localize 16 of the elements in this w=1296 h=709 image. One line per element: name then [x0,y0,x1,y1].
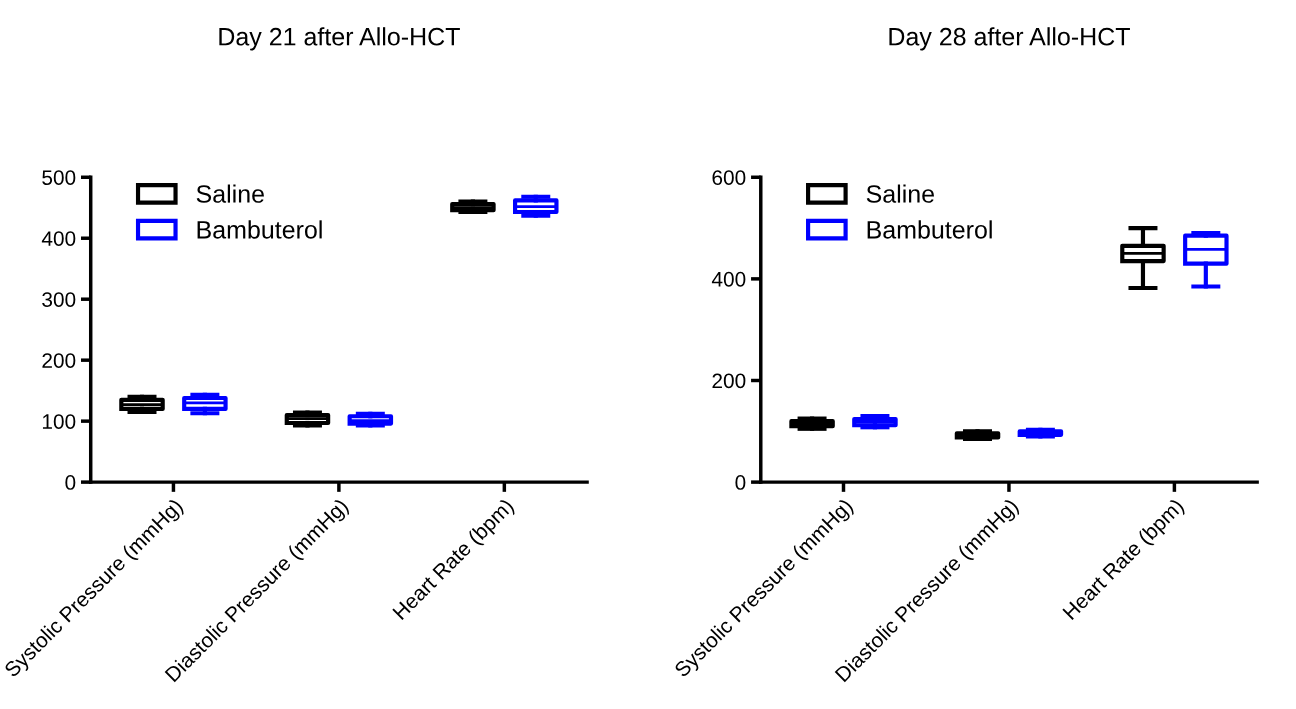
legend-label: Saline [196,184,264,203]
chart-title: Day 21 after Allo-HCT [219,27,460,51]
legend-label: Bambuterol [197,220,322,239]
y-tick-label: 200 [42,353,76,368]
y-tick-label: 500 [42,170,76,185]
y-tick-label: 400 [711,271,746,287]
y-tick-label: 200 [712,373,746,389]
legend-label: Saline [866,184,934,203]
y-tick-label: 600 [712,170,746,185]
y-tick-label: 100 [42,414,76,429]
y-tick-label: 0 [65,475,76,490]
chart-title: Day 28 after Allo-HCT [889,27,1130,51]
legend-label: Bambuterol [867,220,992,239]
y-tick-label: 0 [735,475,746,490]
y-tick-label: 400 [41,231,76,246]
y-tick-label: 300 [42,292,76,307]
